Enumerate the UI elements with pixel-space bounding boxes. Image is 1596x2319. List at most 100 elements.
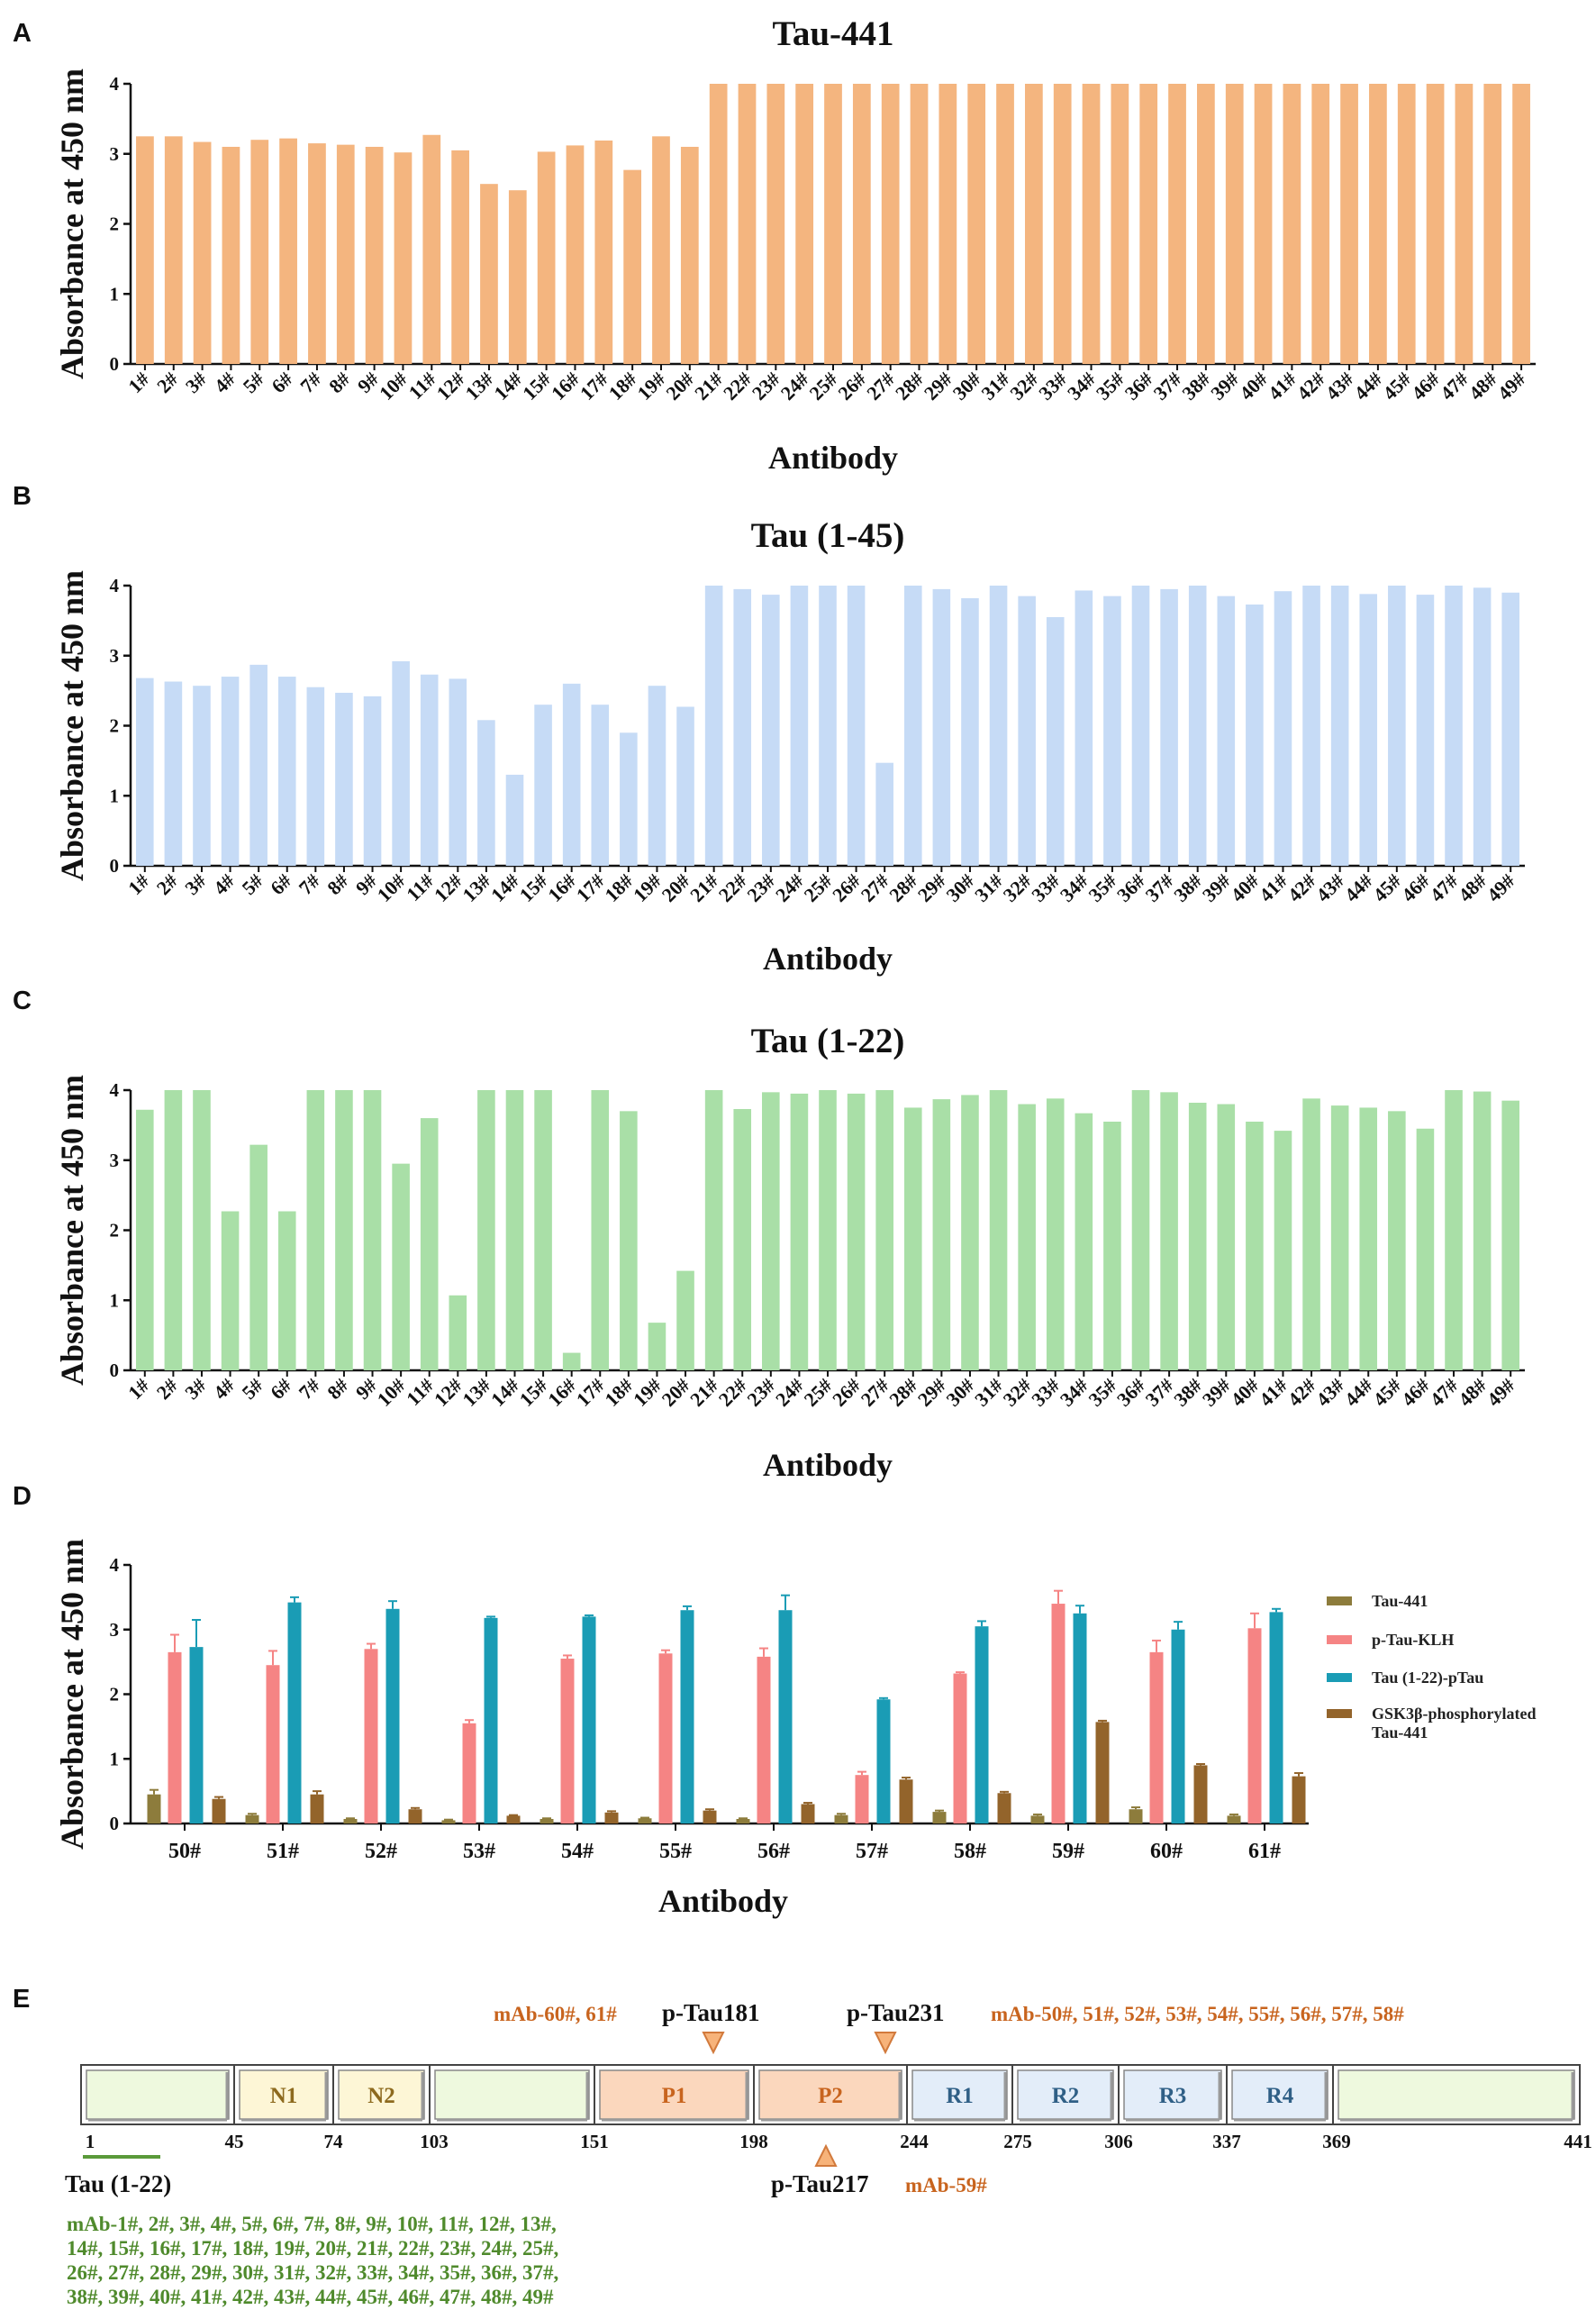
bar-2 [1269,1612,1283,1823]
bar [1274,1131,1292,1370]
bar [1188,586,1207,866]
bar [392,660,410,866]
bar [1359,594,1378,866]
bar-0 [343,1818,358,1823]
bar [1246,604,1264,866]
chart-panel-a: Tau-441 Absorbance at 450 nm Antibody 0 1 2 3 4… [54,14,1536,476]
bar [847,1093,866,1370]
bar [967,84,986,364]
bar [847,586,866,866]
position-label: 1 [86,2131,95,2152]
bar [591,1090,610,1370]
bar [1046,616,1065,866]
legend-swatch [1327,1709,1352,1718]
bar-3 [801,1804,815,1823]
legend-label: Tau (1-22)-pTau [1372,1669,1483,1687]
bar [422,134,441,364]
bar-1 [560,1659,575,1823]
position-label: 103 [420,2131,449,2152]
bar-3 [604,1812,619,1823]
x-axis-label: Antibody [763,941,893,977]
domain-label-r3: R3 [1159,2084,1187,2108]
bar [1445,586,1463,866]
bar [1473,587,1492,866]
y-axis-label: Absorbance at 450 nm [54,68,90,379]
bar [1445,1090,1463,1370]
bar [1302,586,1320,866]
bar [477,720,495,866]
bar-1 [855,1775,869,1823]
bar [620,732,638,866]
bar-2 [385,1608,400,1823]
legend-label: Tau-441 [1372,1592,1428,1610]
panel-label-b: B [13,482,32,511]
bar [136,678,154,866]
bar [193,141,212,364]
bar [652,136,670,364]
domain-box [758,2069,902,2120]
bar-2 [484,1617,498,1823]
bar [164,1090,183,1370]
bar-3 [506,1815,521,1823]
bar [534,1090,552,1370]
bar [648,686,667,866]
bar [335,692,353,866]
y-tick-label: 3 [110,143,120,165]
y-axis-label: Absorbance at 450 nm [54,570,90,881]
domain-box [1338,2069,1575,2120]
y-axis-label: Absorbance at 450 nm [54,1539,90,1850]
bar [903,586,922,866]
y-tick-label: 2 [110,214,120,235]
bar-2 [1073,1613,1087,1823]
position-label: 198 [739,2131,768,2152]
bar [277,1211,296,1370]
panel-label-c: C [13,987,32,1015]
site-label-p-tau231: p-Tau231 [847,1999,945,2026]
bar [1254,84,1273,364]
chart-title: Tau-441 [772,14,893,53]
bar [1131,586,1150,866]
legend-label: Tau-441 [1372,1723,1428,1742]
chart-title: Tau (1-22) [751,1022,905,1060]
bar [420,1118,439,1370]
bar [449,678,467,866]
bar [420,674,439,866]
bar [1330,586,1349,866]
bar [1160,588,1178,866]
bar [1160,1092,1178,1370]
bar [1501,592,1519,866]
bar [1053,84,1072,364]
bar [1455,84,1474,364]
domain-label-r2: R2 [1052,2084,1080,2108]
position-label: 45 [225,2131,244,2152]
domain-label-p1: P1 [662,2084,687,2108]
bar-1 [168,1651,182,1823]
bar [306,687,325,866]
x-axis-label: Antibody [768,440,898,476]
bar [738,84,757,364]
domain-box [1123,2069,1222,2120]
bar [819,1090,837,1370]
bar [505,1090,524,1370]
chart-panel-b: Tau (1-45) Absorbance at 450 nm Antibody 0 1… [54,516,1525,977]
bar [1274,591,1292,866]
bar [795,84,814,364]
mab-59-label: mAb-59# [905,2174,987,2196]
y-tick-label: 2 [110,715,120,737]
x-tick-label: 51# [267,1840,299,1863]
position-label: 306 [1104,2131,1133,2152]
bar [704,1090,723,1370]
bar [451,150,469,364]
site-label-p-tau181: p-Tau181 [662,1999,760,2026]
bar [875,762,893,866]
legend-label: p-Tau-KLH [1372,1631,1454,1649]
y-tick-label: 0 [110,855,120,877]
bar-0 [736,1818,750,1823]
bar [824,84,842,364]
bar-2 [287,1602,302,1823]
position-label: 74 [324,2131,344,2152]
position-label: 244 [900,2131,929,2152]
panel-label-a: A [13,19,32,48]
bar [221,677,240,866]
bar-3 [310,1794,324,1823]
